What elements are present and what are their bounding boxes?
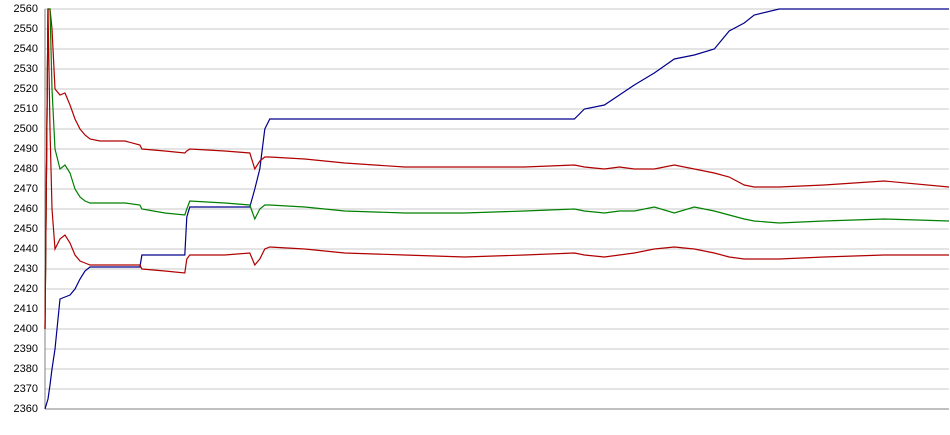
y-tick-label: 2550 xyxy=(14,23,38,35)
series-line xyxy=(44,8,950,330)
y-tick-label: 2520 xyxy=(14,83,38,95)
y-tick-label: 2450 xyxy=(14,223,38,235)
y-tick-label: 2500 xyxy=(14,123,38,135)
y-tick-label: 2480 xyxy=(14,163,38,175)
y-tick-label: 2400 xyxy=(14,323,38,335)
series-line xyxy=(44,8,950,330)
y-tick-label: 2490 xyxy=(14,143,38,155)
y-tick-label: 2540 xyxy=(14,43,38,55)
y-tick-label: 2390 xyxy=(14,343,38,355)
y-tick-label: 2370 xyxy=(14,383,38,395)
y-tick-label: 2510 xyxy=(14,103,38,115)
series-line xyxy=(44,8,949,330)
y-tick-label: 2440 xyxy=(14,243,38,255)
series-line xyxy=(44,8,949,410)
y-tick-label: 2410 xyxy=(14,303,38,315)
y-tick-label: 2420 xyxy=(14,283,38,295)
y-tick-label: 2560 xyxy=(14,3,38,15)
y-tick-label: 2380 xyxy=(14,363,38,375)
y-tick-label: 2360 xyxy=(14,403,38,415)
y-tick-label: 2530 xyxy=(14,63,38,75)
y-tick-label: 2460 xyxy=(14,203,38,215)
y-tick-label: 2430 xyxy=(14,263,38,275)
y-tick-label: 2470 xyxy=(14,183,38,195)
